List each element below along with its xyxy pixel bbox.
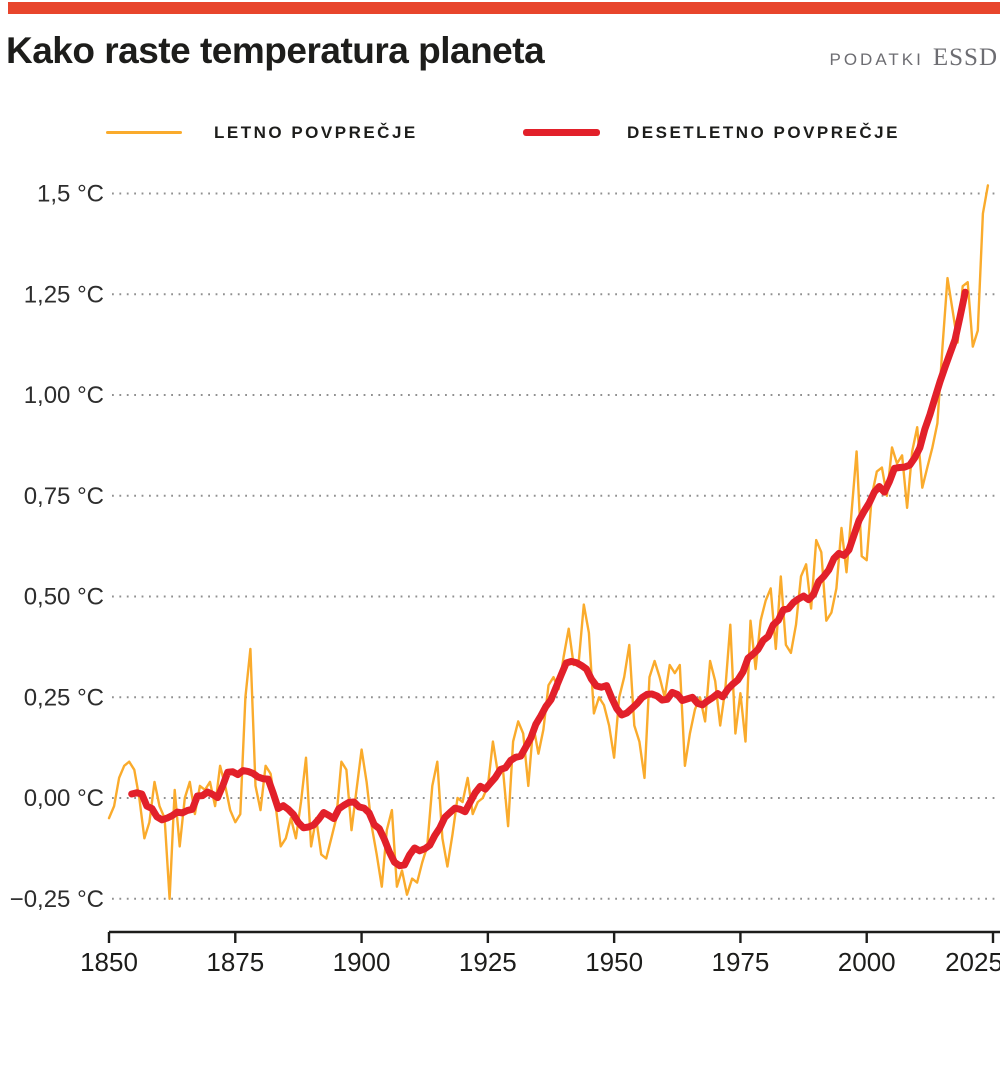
y-tick-label: 0,00 °C (24, 785, 104, 812)
x-tick-label: 2000 (838, 947, 896, 977)
x-tick-label: 1850 (80, 947, 138, 977)
y-tick-label: 0,50 °C (24, 584, 104, 611)
source-label: PODATKI (829, 50, 924, 69)
page-title: Kako raste temperatura planeta (6, 30, 545, 71)
x-tick-label: 1875 (206, 947, 264, 977)
data-source: PODATKI ESSD (829, 44, 998, 72)
legend-swatch-annual-line (106, 131, 182, 134)
y-tick-label: 0,25 °C (24, 684, 104, 711)
y-tick-label: 1,25 °C (24, 281, 104, 308)
x-tick-label: 1975 (712, 947, 770, 977)
x-tick-label: 1900 (333, 947, 391, 977)
x-tick-label: 1925 (459, 947, 517, 977)
y-tick-label: 1,00 °C (24, 382, 104, 409)
annual-average-line (107, 184, 990, 900)
y-tick-label: −0,25 °C (10, 886, 104, 913)
legend-swatch-decadal-line (523, 129, 600, 136)
decadal-average-line (128, 288, 969, 870)
y-tick-label: 1,5 °C (37, 181, 104, 208)
source-name: ESSD (932, 44, 998, 71)
accent-bar (8, 2, 1000, 14)
legend-label-decadal: DESETLETNO POVPREČJE (627, 123, 900, 142)
x-tick-label: 2025 (945, 947, 1000, 977)
x-tick-label: 1950 (585, 947, 643, 977)
y-tick-label: 0,75 °C (24, 483, 104, 510)
legend-label-annual: LETNO POVPREČJE (214, 123, 418, 142)
